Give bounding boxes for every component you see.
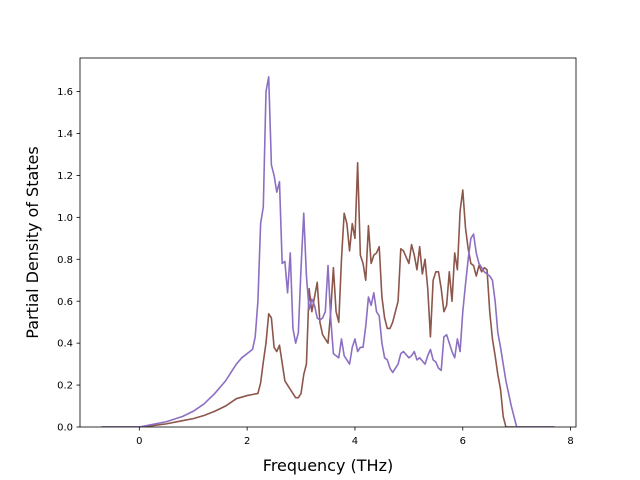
x-tick-label: 2: [244, 436, 250, 447]
series-layer: [101, 76, 555, 427]
y-tick-label: 1.4: [57, 129, 73, 140]
y-tick-label: 0.4: [57, 339, 73, 350]
x-tick-label: 0: [136, 436, 142, 447]
x-tick-label: 8: [567, 436, 573, 447]
x-axis-label: Frequency (THz): [263, 456, 393, 475]
y-tick-label: 0.8: [57, 255, 73, 266]
x-tick-label: 4: [352, 436, 358, 447]
y-tick-label: 1.0: [57, 213, 73, 224]
y-axis-label: Partial Density of States: [23, 146, 42, 338]
plot-frame: [79, 57, 577, 428]
y-tick-label: 1.6: [57, 87, 73, 98]
x-tick-label: 6: [460, 436, 466, 447]
y-tick-label: 0.6: [57, 297, 73, 308]
y-tick-label: 0.0: [57, 423, 73, 434]
y-tick-label: 0.2: [57, 381, 73, 392]
axes-layer: 0 2 4 6 8 0.0 0.2 0.4 0.6 0.8 1.0 1.2 1.4 1.6: [57, 57, 577, 447]
y-tick-label: 1.2: [57, 171, 73, 182]
series-line-1: [101, 162, 555, 427]
series-line-2: [101, 76, 555, 427]
